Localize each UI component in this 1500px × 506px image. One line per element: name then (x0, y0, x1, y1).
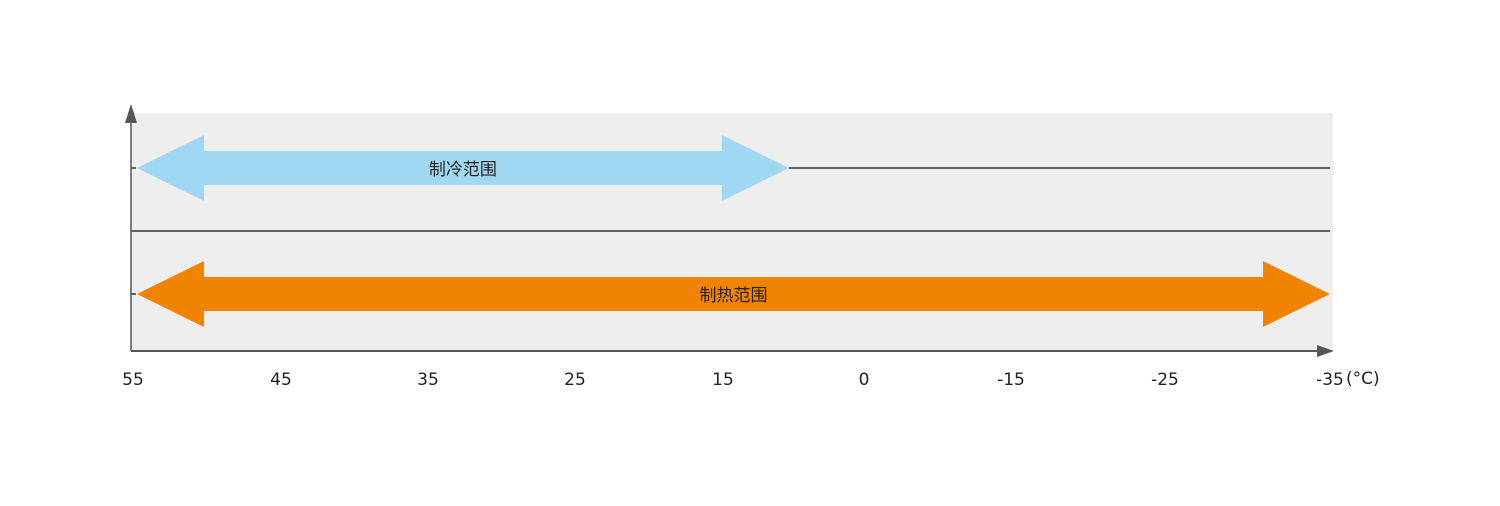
x-tick-label: 45 (270, 370, 292, 390)
range-label: 制冷范围 (429, 160, 497, 180)
x-tick-label: -25 (1151, 370, 1179, 390)
range-arrow (137, 135, 789, 201)
y-axis-arrow-icon (125, 104, 137, 123)
x-tick-label: 35 (417, 370, 439, 390)
x-tick-label: 25 (564, 370, 586, 390)
unit-label: (°C) (1346, 369, 1380, 389)
x-axis-arrow-icon (1317, 345, 1334, 357)
x-tick-label: -15 (997, 370, 1025, 390)
range-arrow (137, 261, 1330, 327)
x-tick-label: 15 (712, 370, 734, 390)
range-label: 制热范围 (700, 286, 768, 306)
x-tick-label: 0 (859, 370, 870, 390)
x-tick-label: -35 (1316, 370, 1344, 390)
x-tick-label: 55 (122, 370, 144, 390)
